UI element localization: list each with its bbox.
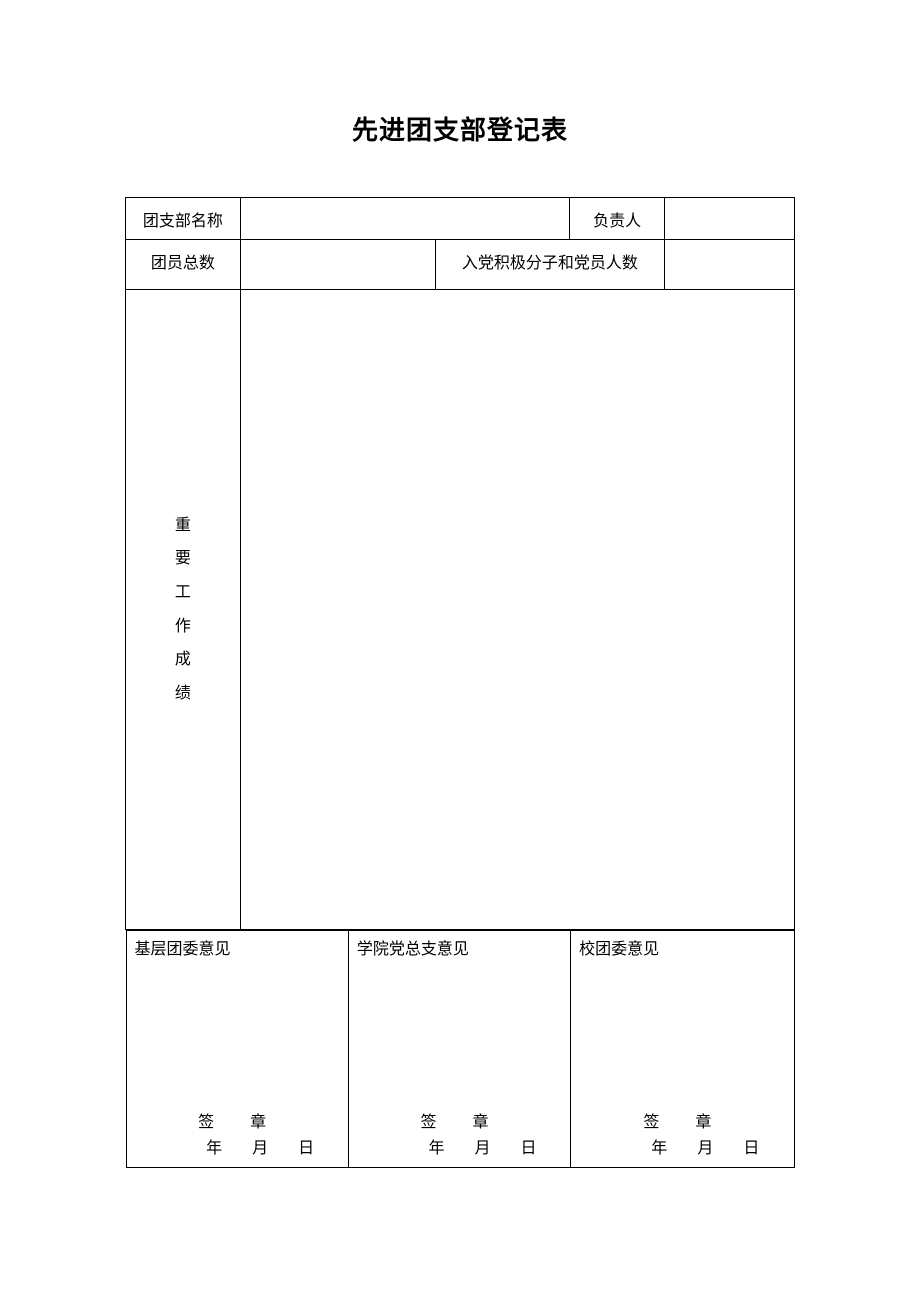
table-row: 团员总数 入党积极分子和党员人数 <box>126 240 795 290</box>
achievements-char: 成 <box>175 643 191 677</box>
sign-label: 签 章 <box>127 1111 348 1135</box>
opinion-header: 基层团委意见 <box>135 935 340 959</box>
date-line: 年月日 <box>571 1137 793 1161</box>
opinion-header: 校团委意见 <box>579 935 785 959</box>
table-row: 基层团委意见签 章年月日学院党总支意见签 章年月日校团委意见签 章年月日 <box>126 931 794 1168</box>
sign-label: 签 章 <box>571 1111 793 1135</box>
sign-label: 签 章 <box>349 1111 570 1135</box>
achievements-char: 作 <box>175 610 191 644</box>
label-achievements: 重 要 工 作 成 绩 <box>126 290 241 930</box>
date-line: 年月日 <box>349 1137 570 1161</box>
value-member-total <box>240 240 435 290</box>
achievements-char: 工 <box>175 576 191 610</box>
opinion-header: 学院党总支意见 <box>357 935 562 959</box>
value-party-count <box>665 240 795 290</box>
date-line: 年月日 <box>127 1137 348 1161</box>
opinion-cell: 基层团委意见签 章年月日 <box>126 931 348 1168</box>
achievements-char: 重 <box>175 509 191 543</box>
achievements-char: 要 <box>175 542 191 576</box>
table-row: 基层团委意见签 章年月日学院党总支意见签 章年月日校团委意见签 章年月日 <box>126 930 795 1169</box>
label-branch-name: 团支部名称 <box>126 198 241 240</box>
registration-table: 团支部名称 负责人 团员总数 入党积极分子和党员人数 重 要 工 作 成 绩 基… <box>125 197 795 1168</box>
opinion-cell: 校团委意见签 章年月日 <box>571 931 794 1168</box>
page-title: 先进团支部登记表 <box>125 110 795 147</box>
label-leader: 负责人 <box>569 198 664 239</box>
label-party-count: 入党积极分子和党员人数 <box>435 240 665 290</box>
opinions-table: 基层团委意见签 章年月日学院党总支意见签 章年月日校团委意见签 章年月日 <box>126 930 795 1168</box>
opinion-cell: 学院党总支意见签 章年月日 <box>348 931 570 1168</box>
value-leader <box>665 198 795 240</box>
achievements-char: 绩 <box>175 677 191 711</box>
table-row: 重 要 工 作 成 绩 <box>126 290 795 930</box>
table-row: 团支部名称 负责人 <box>126 198 795 240</box>
label-member-total: 团员总数 <box>126 240 241 290</box>
value-achievements <box>240 290 794 930</box>
